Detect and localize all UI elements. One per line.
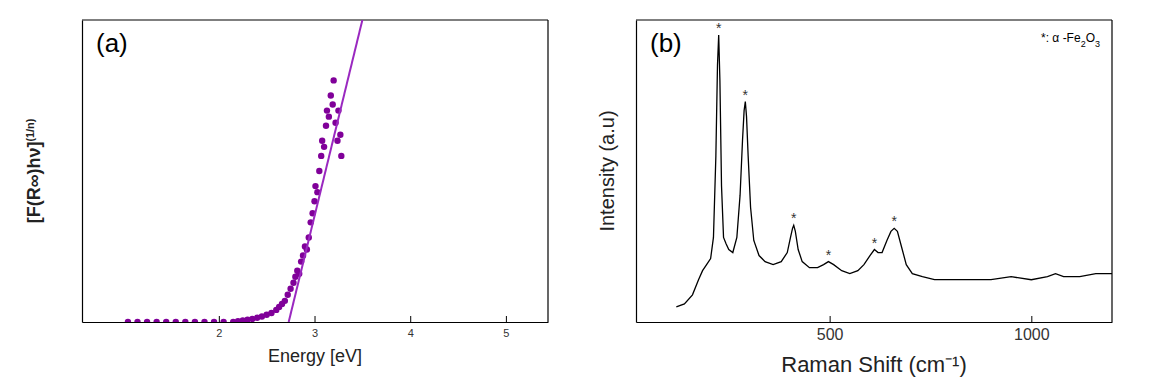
- annotation: *: [826, 247, 832, 263]
- panel: 2 3 4 5 (a) Energy [eV] [F(R∞)hν](1/n): [24, 20, 549, 366]
- point: [182, 319, 188, 322]
- y-axis: [636, 21, 637, 323]
- point: [328, 92, 334, 98]
- point: [125, 319, 131, 322]
- x-axis-title: Raman Shift (cm⁻¹): [781, 352, 966, 377]
- y-axis-title-main: [F(R∞)hν]: [24, 141, 44, 223]
- point: [334, 138, 340, 144]
- x-tick-mark: [1031, 316, 1032, 322]
- point: [330, 77, 336, 83]
- point: [144, 319, 150, 322]
- point: [337, 132, 343, 138]
- x-axis: 500 1000: [637, 316, 1113, 343]
- point: [318, 153, 324, 159]
- point: [153, 319, 159, 322]
- plot-area: [125, 20, 363, 322]
- x-tick-mark: [315, 316, 316, 322]
- point: [338, 153, 344, 159]
- x-tick: 1000: [1014, 316, 1050, 343]
- y-axis-title-superscript: (1/n): [24, 118, 36, 141]
- y-axis: [82, 21, 83, 323]
- x-tick-label: 2: [216, 327, 222, 339]
- x-axis: 2 3 4 5: [83, 316, 549, 339]
- plot-area: [676, 35, 1112, 307]
- x-tick: 5: [503, 316, 509, 339]
- y-axis-line: [82, 21, 83, 323]
- line: [676, 35, 1112, 307]
- point: [323, 123, 329, 129]
- point: [220, 319, 226, 322]
- x-tick: 4: [408, 316, 414, 339]
- note: *: α -Fe2O3: [1041, 31, 1100, 49]
- x-tick: 500: [817, 316, 844, 343]
- point: [134, 319, 140, 322]
- panel-label: (b): [650, 28, 682, 58]
- annotation: *: [743, 87, 749, 103]
- point: [192, 319, 198, 322]
- point: [287, 286, 293, 292]
- x-tick-mark: [410, 316, 411, 322]
- y-axis-title: [F(R∞)hν](1/n): [24, 118, 44, 223]
- annotation: *: [891, 213, 897, 229]
- x-tick-mark: [219, 316, 220, 322]
- point: [282, 298, 288, 304]
- point: [312, 183, 318, 189]
- x-axis-line: [83, 322, 549, 323]
- point: [319, 138, 325, 144]
- annotation: *: [716, 20, 722, 36]
- canvas: 2 3 4 5 (a) Energy [eV] [F(R∞)hν](1/n) 500 1000 *…: [0, 0, 1173, 392]
- annotation: *: [872, 235, 878, 251]
- point: [321, 144, 327, 150]
- x-tick-label: 500: [817, 326, 844, 343]
- point: [201, 319, 207, 322]
- x-tick-label: 4: [408, 327, 414, 339]
- x-tick: 2: [216, 316, 222, 339]
- point: [324, 107, 330, 113]
- frame-top: [636, 19, 1112, 20]
- point: [326, 113, 332, 119]
- x-tick-label: 1000: [1014, 326, 1050, 343]
- x-tick-label: 3: [312, 327, 318, 339]
- y-axis-title: Intensity (a.u): [596, 110, 618, 231]
- x-axis-title: Energy [eV]: [268, 346, 362, 366]
- line: [289, 20, 363, 322]
- figure: 2 3 4 5 (a) Energy [eV] [F(R∞)hν](1/n) 500 1000 *…: [0, 0, 1173, 392]
- x-axis-line: [637, 322, 1113, 323]
- y-axis-line: [636, 21, 637, 323]
- x-tick-label: 5: [503, 327, 509, 339]
- frame-right: [547, 20, 548, 322]
- point: [173, 319, 179, 322]
- point: [316, 168, 322, 174]
- frame-top: [82, 19, 548, 20]
- annotation: *: [791, 210, 797, 226]
- x-tick-mark: [506, 316, 507, 322]
- y-axis-title-main: Intensity (a.u): [596, 110, 618, 231]
- point: [211, 319, 217, 322]
- point: [285, 292, 291, 298]
- panel-label: (a): [96, 28, 128, 58]
- point: [163, 319, 169, 322]
- x-tick: 3: [312, 316, 318, 339]
- x-tick-mark: [830, 316, 831, 322]
- panel: 500 1000 * * * * * * (b) *: α -Fe2O3 Raman Shift (…: [596, 20, 1113, 377]
- point: [290, 280, 296, 286]
- frame-right: [1111, 20, 1112, 322]
- point: [330, 101, 336, 107]
